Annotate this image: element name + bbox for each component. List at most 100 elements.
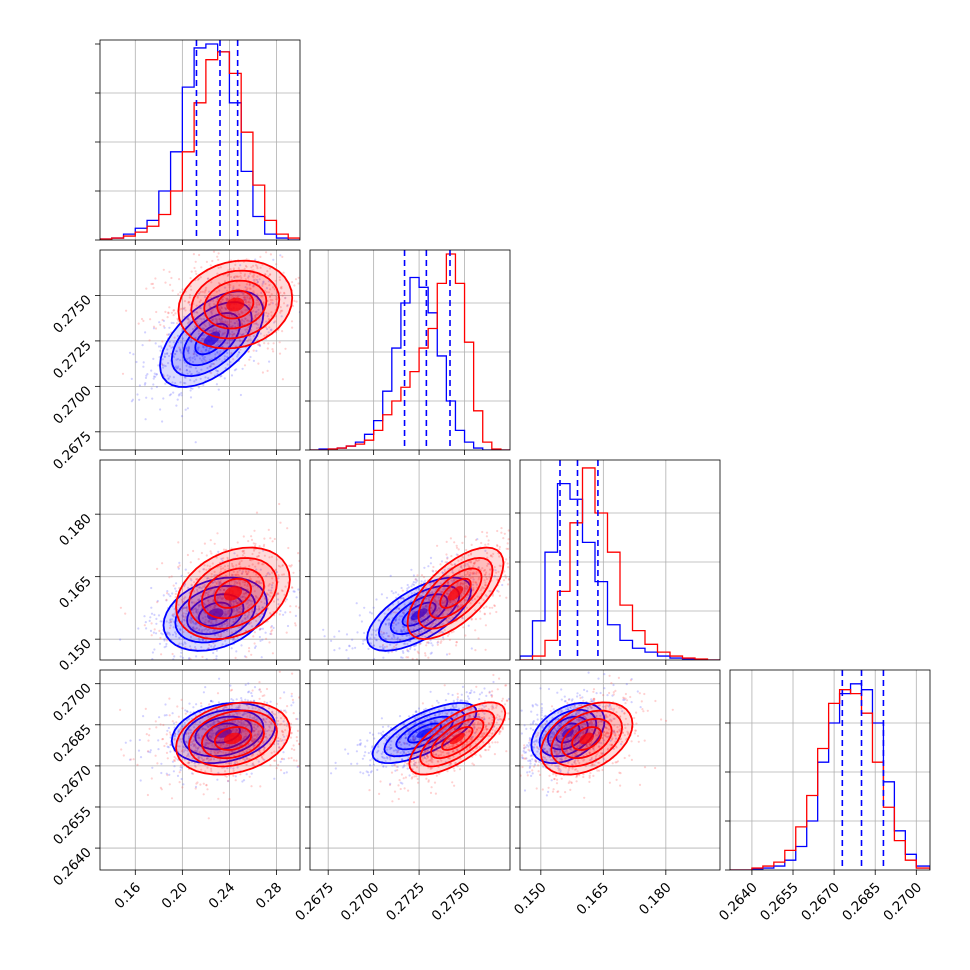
sample-point [425,605,428,609]
sample-point [385,596,389,599]
sample-point [168,344,171,348]
sample-point [253,280,256,283]
sample-point [237,353,240,356]
sample-point [372,644,375,647]
sample-point [182,618,186,621]
sample-point [447,568,450,571]
sample-point [271,571,274,574]
sample-point [126,664,128,666]
sample-point [440,623,443,626]
sample-point [244,309,247,312]
sample-point [196,617,199,621]
sample-point [262,281,265,284]
sample-point [196,311,199,314]
histogram-panel-2 [515,459,721,661]
sample-point [171,633,175,636]
sample-point [295,300,298,303]
sample-point [413,620,416,623]
sample-point [362,639,365,642]
sample-point [463,592,466,595]
sample-point [473,597,476,601]
sample-point [248,297,251,300]
sample-point [181,656,185,659]
sample-point [213,302,216,306]
sample-point [284,245,286,247]
sample-point [246,297,249,300]
sample-point [184,616,187,619]
sample-point [225,625,229,628]
sample-point [255,580,258,584]
sample-point [278,352,282,355]
sample-point [400,615,404,618]
histogram-panel-3 [725,669,931,871]
sample-point [220,625,223,628]
sample-point [207,577,210,580]
sample-point [188,296,191,299]
sample-point [256,323,259,326]
sample-point [460,564,463,567]
sample-point [380,593,383,596]
sample-point [240,608,243,611]
sample-point [219,266,222,269]
sample-point [168,270,171,273]
sample-point [149,318,152,321]
sample-point [466,572,469,575]
sample-point [265,311,268,314]
sample-point [446,557,449,560]
sample-point [244,698,247,701]
sample-point [220,597,223,601]
sample-point [159,408,162,411]
sample-point [461,575,464,578]
sample-point [182,615,185,618]
sample-point [234,607,238,610]
sample-point [492,552,495,556]
histogram-red-series [100,51,300,240]
sample-point [245,330,248,334]
sample-point [228,338,232,342]
sample-point [284,297,287,300]
sample-point [218,595,221,598]
sample-point [483,573,487,577]
sample-point [194,648,197,651]
sample-point [247,350,250,353]
sample-point [443,600,447,603]
sample-point [201,638,204,641]
sample-point [243,298,247,301]
sample-point [224,639,227,642]
sample-point [205,658,208,660]
sample-point [443,568,446,572]
sample-point [196,347,199,350]
sample-point [227,567,230,570]
sample-point [236,622,239,625]
sample-point [182,307,186,310]
sample-point [348,690,350,692]
sample-point [225,342,229,345]
sample-point [271,629,274,632]
sample-point [419,642,422,646]
sample-point [385,665,387,667]
sample-point [172,376,175,379]
sample-point [448,638,451,642]
sample-point [410,599,413,603]
sample-point [171,652,174,656]
sample-point [268,556,271,559]
sample-point [169,619,172,622]
sample-point [466,563,469,566]
sample-point [268,295,272,298]
sample-point [386,663,388,665]
sample-point [254,594,257,598]
sample-point [312,301,314,303]
sample-point [279,291,282,294]
sample-point [222,588,226,592]
sample-point [222,588,225,592]
sample-point [477,578,480,581]
sample-point [166,374,169,377]
sample-point [255,322,258,325]
sample-point [194,441,197,444]
sample-point [209,589,212,592]
sample-point [464,535,467,538]
sample-point [250,535,253,538]
scatter-panel-r1c0 [99,245,314,451]
sample-point [200,646,203,649]
sample-point [192,620,195,623]
